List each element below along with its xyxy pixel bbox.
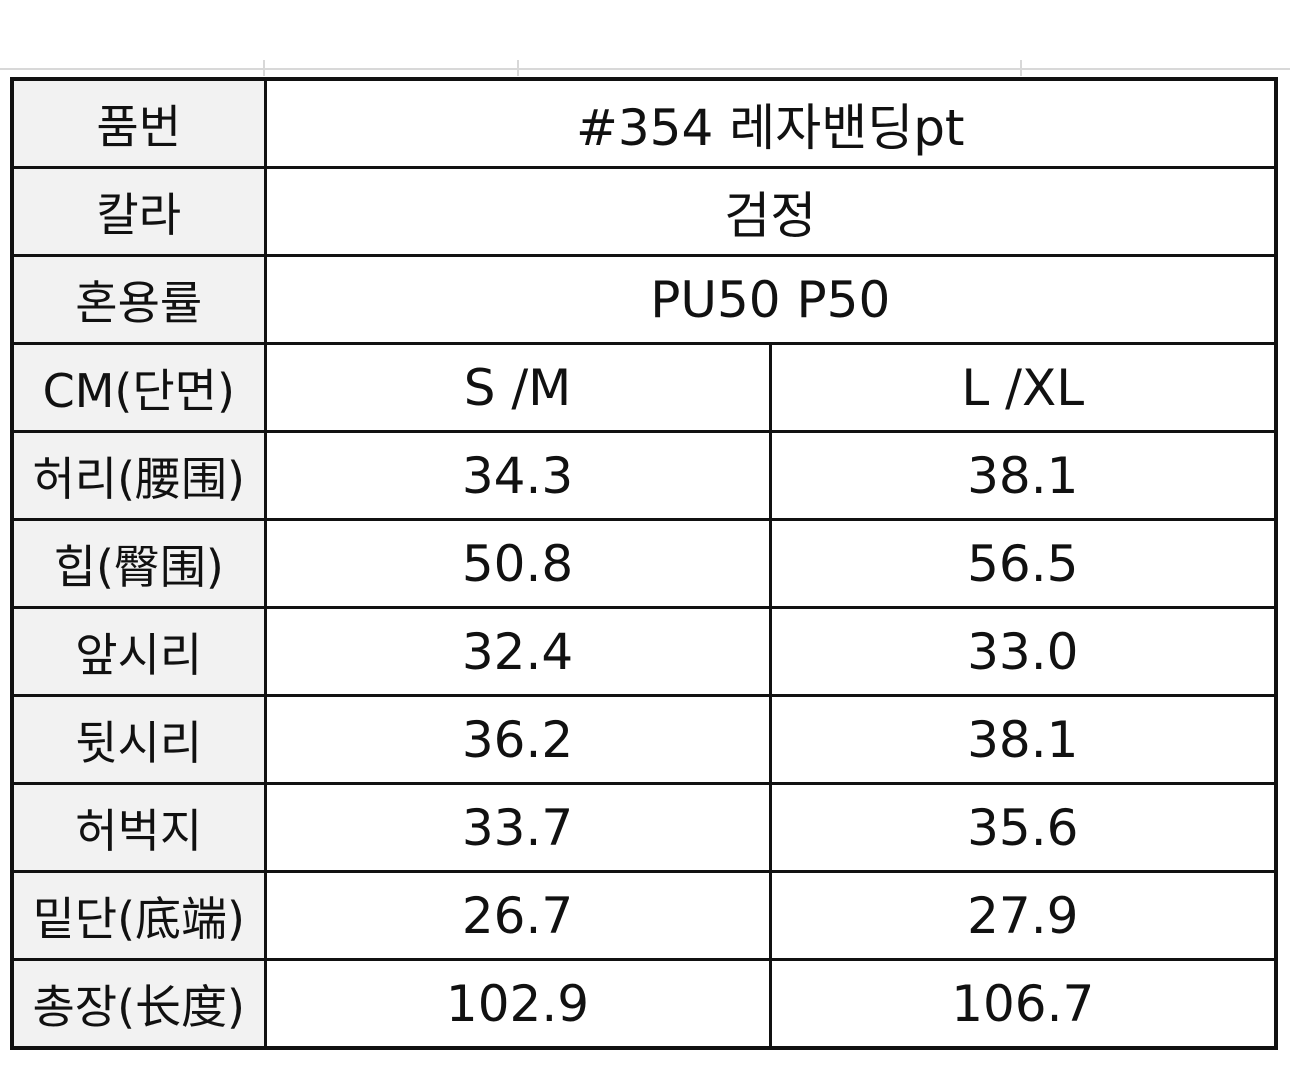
table-row: 뒷시리 36.2 38.1: [10, 694, 1278, 785]
row-label: 뒷시리: [10, 694, 267, 785]
cell: 102.9: [263, 958, 772, 1050]
cell: 50.8: [263, 518, 772, 609]
table-row: 밑단(底端) 26.7 27.9: [10, 870, 1278, 961]
cell: 27.9: [768, 870, 1278, 961]
cell: 32.4: [263, 606, 772, 697]
row-label: 품번: [10, 77, 267, 169]
cell: 33.7: [263, 782, 772, 873]
cell: 36.2: [263, 694, 772, 785]
row-label: CM(단면): [10, 342, 267, 433]
table-row: 총장(长度) 102.9 106.7: [10, 958, 1278, 1050]
cell: #354 레자밴딩pt: [263, 77, 1278, 169]
sheet-gridline: [517, 60, 519, 76]
table-row: CM(단면) S /M L /XL: [10, 342, 1278, 433]
table-row: 허벅지 33.7 35.6: [10, 782, 1278, 873]
table-row: 칼라 검정: [10, 166, 1278, 257]
sheet-gridline: [0, 68, 1290, 70]
row-label: 칼라: [10, 166, 267, 257]
table-row: 앞시리 32.4 33.0: [10, 606, 1278, 697]
cell: 검정: [263, 166, 1278, 257]
row-label: 힙(臀围): [10, 518, 267, 609]
cell: S /M: [263, 342, 772, 433]
cell: 56.5: [768, 518, 1278, 609]
cell: PU50 P50: [263, 254, 1278, 345]
row-label: 허벅지: [10, 782, 267, 873]
sheet-gridline: [1020, 60, 1022, 76]
cell: 33.0: [768, 606, 1278, 697]
sheet-gridline: [263, 60, 265, 76]
cell: 106.7: [768, 958, 1278, 1050]
row-label: 허리(腰围): [10, 430, 267, 521]
table-row: 힙(臀围) 50.8 56.5: [10, 518, 1278, 609]
row-label: 총장(长度): [10, 958, 267, 1050]
size-table: 품번 #354 레자밴딩pt 칼라 검정 혼용률 PU50 P50 CM(단면) S /M L …: [10, 77, 1279, 1050]
row-label: 혼용률: [10, 254, 267, 345]
row-label: 앞시리: [10, 606, 267, 697]
cell: 35.6: [768, 782, 1278, 873]
cell: 26.7: [263, 870, 772, 961]
table-row: 혼용률 PU50 P50: [10, 254, 1278, 345]
table-row: 품번 #354 레자밴딩pt: [10, 77, 1278, 169]
cell: 38.1: [768, 430, 1278, 521]
cell: 34.3: [263, 430, 772, 521]
row-label: 밑단(底端): [10, 870, 267, 961]
cell: 38.1: [768, 694, 1278, 785]
table-body: 품번 #354 레자밴딩pt 칼라 검정 혼용률 PU50 P50 CM(단면) S /M L …: [10, 77, 1278, 1050]
table-row: 허리(腰围) 34.3 38.1: [10, 430, 1278, 521]
cell: L /XL: [768, 342, 1278, 433]
